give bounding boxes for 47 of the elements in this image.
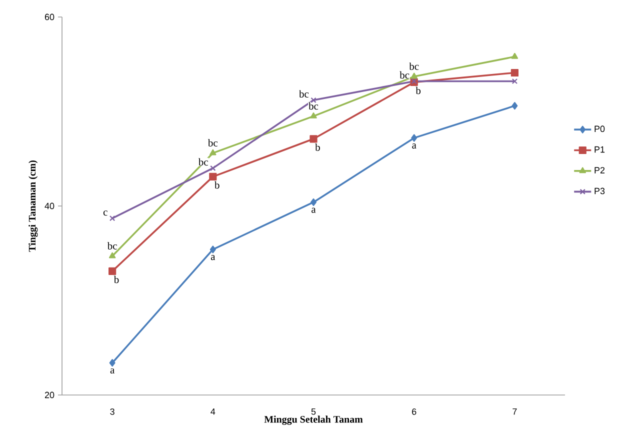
point: [109, 359, 116, 367]
point: [210, 165, 216, 172]
legend-label: P3: [594, 188, 605, 194]
annotation: bc: [208, 139, 218, 146]
point: [310, 135, 318, 143]
point: [108, 267, 116, 275]
x-tick-label: 5: [311, 408, 316, 415]
annotation: b: [315, 144, 320, 151]
point: [510, 68, 519, 77]
point: [410, 72, 418, 79]
annotation: bc: [409, 62, 419, 70]
point: [411, 134, 418, 142]
legend-label: P0: [594, 126, 605, 132]
annotation: bc: [299, 90, 309, 98]
y-tick-label: 60: [44, 14, 54, 20]
annotation: c: [103, 210, 108, 216]
x-tick-label: 4: [210, 408, 216, 415]
point: [109, 215, 116, 222]
annotation: b: [416, 86, 421, 94]
annotation: bc: [198, 158, 208, 166]
x-tick-label: 3: [110, 408, 114, 415]
annotation: a: [210, 255, 216, 260]
annotation: a: [312, 208, 316, 213]
point: [512, 102, 518, 110]
point: [310, 198, 317, 206]
point: [310, 112, 317, 118]
point: [210, 246, 216, 254]
annotation: a: [110, 368, 114, 374]
y-tick-label: 40: [44, 202, 54, 210]
point: [108, 252, 116, 258]
annotation: a: [412, 144, 416, 149]
point: [512, 78, 518, 84]
y-axis-title: Tinggi Tanaman (cm): [28, 160, 38, 252]
annotation: bc: [400, 71, 410, 79]
annotation: bc: [107, 242, 117, 250]
legend-label: P2: [594, 167, 605, 174]
legend-label: P1: [594, 146, 605, 153]
y-tick-label: 20: [44, 392, 54, 398]
annotation: bc: [308, 102, 318, 110]
point: [210, 149, 216, 156]
annotation: b: [214, 181, 220, 189]
annotation: b: [114, 276, 119, 284]
point: [209, 172, 217, 180]
x-tick-label: 7: [512, 408, 517, 415]
x-tick-label: 6: [412, 408, 416, 415]
x-axis-title: Minggu Setelah Tanam: [264, 416, 363, 425]
point: [511, 52, 518, 59]
